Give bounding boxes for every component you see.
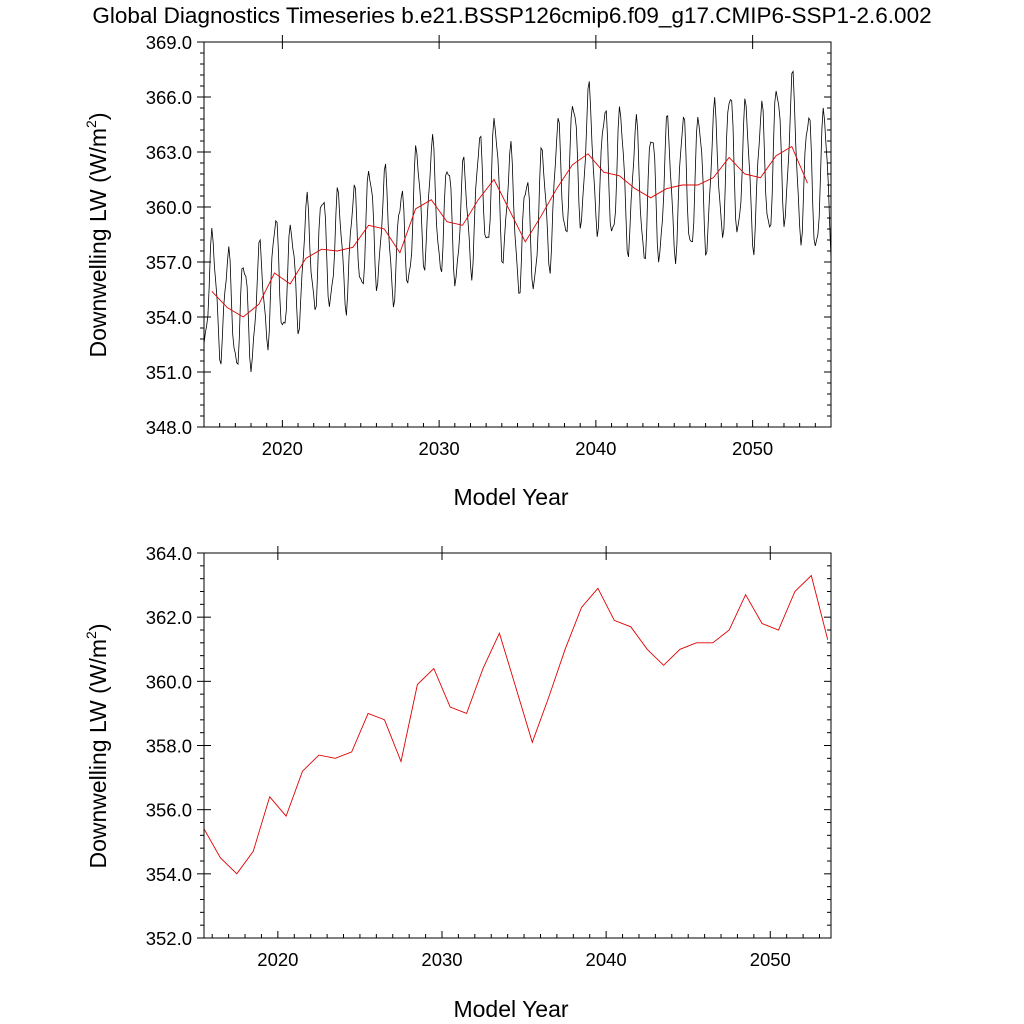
top-y-tick-label: 363.0 <box>146 142 192 163</box>
top-series-annual-mean <box>211 145 808 318</box>
bottom-y-tick-label: 360.0 <box>146 671 192 692</box>
bottom-y-tick-label: 356.0 <box>146 800 192 821</box>
bottom-plot-frame <box>203 552 832 939</box>
bottom-x-axis-label: Model Year <box>453 996 568 1022</box>
bottom-chart-panel: 352.0 354.0 356.0 358.0 360.0 362.0 364.0 2020… <box>83 543 832 1022</box>
top-y-axis-label: Downwelling LW (W/m2) <box>83 112 111 357</box>
bottom-y-axis-label: Downwelling LW (W/m2) <box>83 623 111 868</box>
top-x-tick-label: 2020 <box>262 438 303 459</box>
top-chart-marks <box>204 70 831 373</box>
top-y-tick-label: 348.0 <box>146 417 192 438</box>
top-y-tick-label: 366.0 <box>146 87 192 108</box>
top-y-tick-label: 360.0 <box>146 197 192 218</box>
top-series-monthly <box>204 70 831 373</box>
bottom-y-tick-label: 352.0 <box>146 928 192 949</box>
top-x-axis: 2020 2030 2040 2050 <box>203 35 832 459</box>
top-x-axis-label: Model Year <box>453 484 568 510</box>
bottom-y-tick-label: 358.0 <box>146 736 192 757</box>
top-y-tick-label: 351.0 <box>146 362 192 383</box>
bottom-series-annual-mean <box>204 574 829 875</box>
top-plot-frame <box>203 41 832 428</box>
bottom-x-axis: 2020 2030 2040 2050 <box>211 546 821 970</box>
bottom-y-axis: 352.0 354.0 356.0 358.0 360.0 362.0 364.0 <box>146 543 831 949</box>
top-x-tick-label: 2050 <box>732 438 773 459</box>
bottom-x-tick-label: 2040 <box>586 949 627 970</box>
top-y-tick-label: 354.0 <box>146 307 192 328</box>
bottom-x-tick-label: 2020 <box>257 949 298 970</box>
top-x-tick-label: 2030 <box>419 438 460 459</box>
bottom-y-tick-label: 362.0 <box>146 607 192 628</box>
bottom-y-tick-label: 354.0 <box>146 864 192 885</box>
figure-title: Global Diagnostics Timeseries b.e21.BSSP… <box>92 3 932 28</box>
top-y-tick-label: 357.0 <box>146 252 192 273</box>
top-x-tick-label: 2040 <box>575 438 616 459</box>
top-y-tick-label: 369.0 <box>146 32 192 53</box>
bottom-x-tick-label: 2030 <box>421 949 462 970</box>
bottom-x-tick-label: 2050 <box>750 949 791 970</box>
top-chart-panel: 348.0 351.0 354.0 357.0 360.0 363.0 366.0 369.0… <box>83 32 832 510</box>
top-y-axis: 348.0 351.0 354.0 357.0 360.0 363.0 366.0 369.0 <box>146 32 831 438</box>
bottom-y-tick-label: 364.0 <box>146 543 192 564</box>
bottom-chart-marks <box>204 574 829 875</box>
